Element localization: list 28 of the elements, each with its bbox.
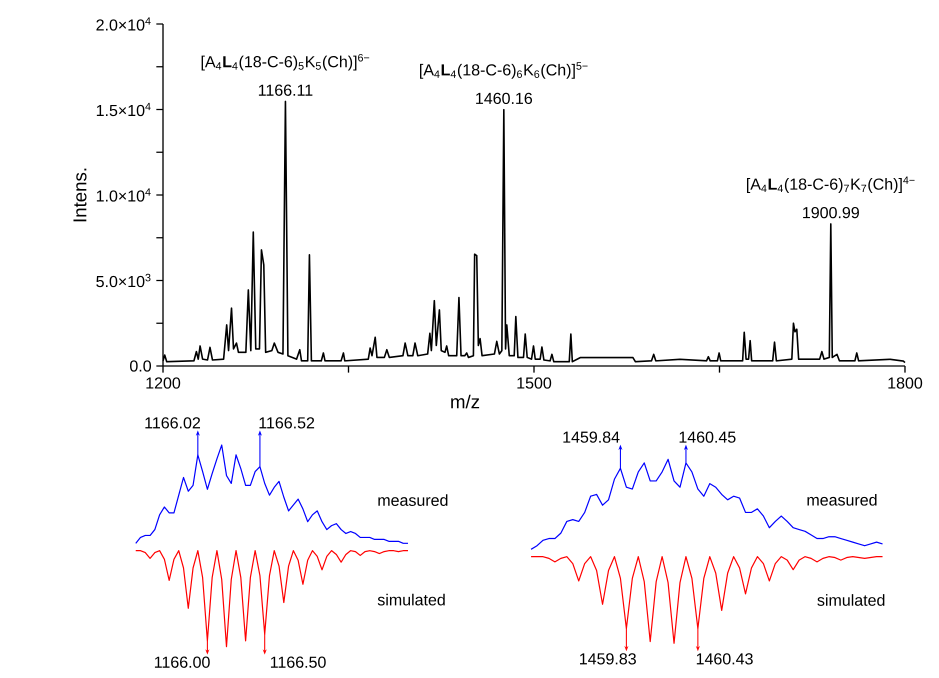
y-axis-title: Intens. — [73, 168, 86, 222]
text: measured — [378, 494, 448, 506]
text: 1166.00 — [154, 656, 210, 668]
y-tick-label: 1.0×10$^{4}$ — [96, 188, 151, 202]
text: [A$_{4}$L$_{4}$(18-C-6)$_{5}$K$_{5}$(Ch)]$^{6−}$ — [202, 54, 370, 71]
text: 1459.84 — [563, 431, 620, 443]
text: 1166.02 — [145, 417, 200, 429]
text: [A$_{4}$L$_{4}$(18-C-6)$_{6}$K$_{6}$(Ch)]$^{5−}$ — [420, 62, 588, 79]
text: 1166.52 — [259, 417, 314, 429]
text: simulated — [817, 594, 884, 606]
y-tick-label: 5.0×10$^{3}$ — [96, 274, 150, 288]
annotation: 1166.11 — [258, 84, 312, 96]
y-tick-label: 1.5×10$^{4}$ — [96, 102, 151, 116]
text: [A$_{4}$L$_{4}$(18-C-6)$_{7}$K$_{7}$(Ch)]$^{4−}$ — [746, 176, 915, 193]
x-tick-label: 1800 — [888, 377, 922, 389]
text: 1459.83 — [580, 653, 636, 665]
series-label: measured — [807, 494, 877, 506]
y-tick-label: 2.0×10$^{4}$ — [96, 17, 151, 31]
text: 1166.50 — [270, 656, 326, 668]
text: simulated — [378, 594, 445, 606]
x-tick-label: 1200 — [146, 377, 180, 389]
x-axis-title: m/z — [451, 394, 480, 408]
text: 1460.43 — [696, 653, 753, 665]
x-tick-label: 1500 — [517, 377, 552, 389]
y-tick-label: 0.0 — [130, 360, 152, 372]
text: 1460.45 — [680, 431, 736, 443]
annotation: 1900.99 — [803, 206, 859, 218]
annotation: 1460.16 — [476, 92, 532, 104]
